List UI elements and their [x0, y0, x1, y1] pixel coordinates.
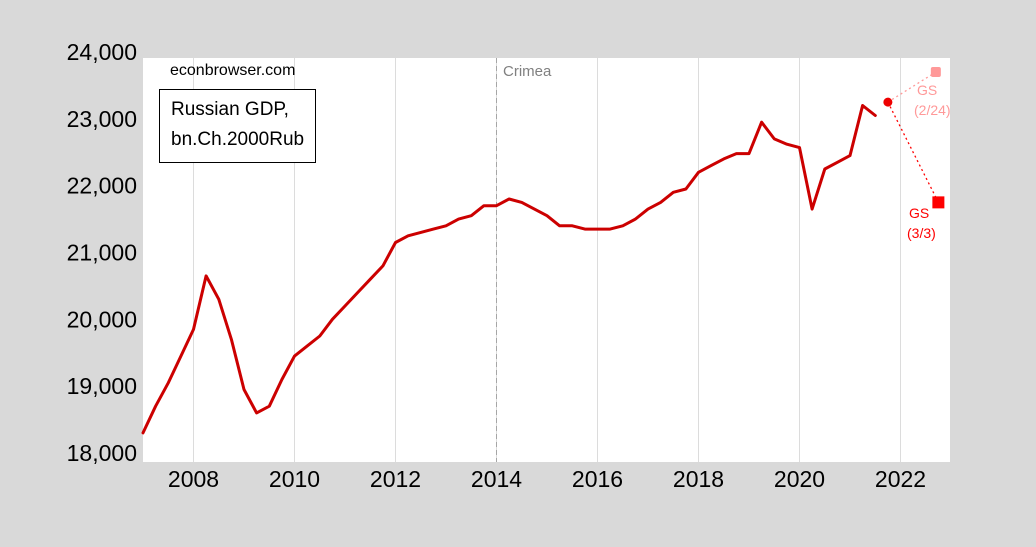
- chart-title-line2: bn.Ch.2000Rub: [171, 129, 305, 150]
- chart-title-box: Russian GDP, bn.Ch.2000Rub: [159, 89, 317, 163]
- gs-33-connector: [887, 101, 939, 203]
- x-tick-label-2008: 2008: [168, 466, 219, 492]
- gs-33-label-line1: GS: [909, 205, 930, 221]
- econbrowser-watermark: econbrowser.com: [170, 62, 296, 79]
- jumpoff-dot: [883, 97, 893, 107]
- y-tick-label-23000: 23,000: [67, 106, 137, 132]
- crimea-annotation-label: Crimea: [503, 63, 552, 80]
- gs-33-marker: [932, 196, 945, 209]
- y-tick-label-19000: 19,000: [67, 373, 137, 399]
- x-tick-label-2014: 2014: [471, 466, 522, 492]
- y-tick-label-24000: 24,000: [67, 39, 137, 65]
- gs-33-label-line2: (3/3): [907, 225, 936, 241]
- x-tick-label-2010: 2010: [269, 466, 320, 492]
- gs-224-label-line2: (2/24): [914, 102, 951, 118]
- gs-33-forecast-label: GS (3/3): [907, 203, 936, 243]
- chart-title-line1: Russian GDP,: [171, 99, 289, 120]
- gs-224-forecast-label: GS (2/24): [914, 80, 951, 120]
- y-tick-label-21000: 21,000: [67, 240, 137, 266]
- x-tick-label-2022: 2022: [875, 466, 926, 492]
- x-tick-label-2020: 2020: [774, 466, 825, 492]
- x-tick-label-2016: 2016: [572, 466, 623, 492]
- x-tick-label-2018: 2018: [673, 466, 724, 492]
- x-tick-label-2012: 2012: [370, 466, 421, 492]
- y-tick-label-20000: 20,000: [67, 306, 137, 332]
- gs-224-marker: [930, 67, 941, 78]
- y-tick-label-18000: 18,000: [67, 440, 137, 466]
- gs-224-label-line1: GS: [917, 82, 938, 98]
- y-tick-label-22000: 22,000: [67, 173, 137, 199]
- gdp-line: [141, 104, 877, 435]
